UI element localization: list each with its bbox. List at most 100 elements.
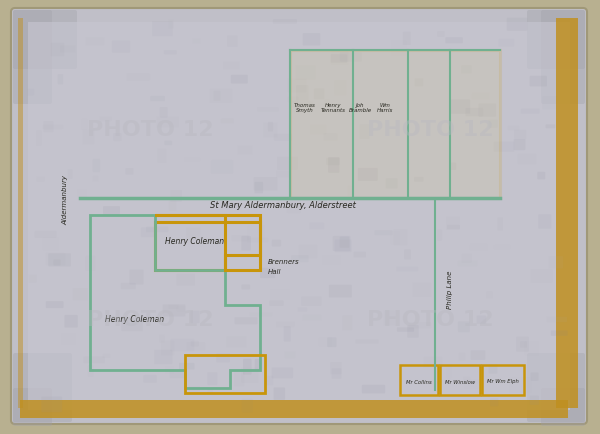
FancyBboxPatch shape [466,108,483,116]
FancyBboxPatch shape [169,304,179,309]
FancyBboxPatch shape [257,107,279,112]
FancyBboxPatch shape [299,245,317,258]
FancyBboxPatch shape [414,177,424,182]
FancyBboxPatch shape [292,101,313,108]
FancyBboxPatch shape [272,368,293,378]
FancyBboxPatch shape [458,353,466,361]
FancyBboxPatch shape [508,126,520,131]
FancyBboxPatch shape [272,240,281,247]
FancyBboxPatch shape [462,253,472,263]
FancyBboxPatch shape [187,342,205,350]
FancyBboxPatch shape [11,8,587,424]
FancyBboxPatch shape [446,217,460,230]
Text: PHOTO 12: PHOTO 12 [86,310,214,330]
Text: Hall: Hall [268,269,281,275]
FancyBboxPatch shape [46,253,65,266]
FancyBboxPatch shape [121,318,143,331]
FancyBboxPatch shape [82,129,95,144]
FancyBboxPatch shape [463,377,470,384]
FancyBboxPatch shape [169,201,176,211]
FancyBboxPatch shape [277,157,298,170]
FancyBboxPatch shape [161,341,174,355]
FancyBboxPatch shape [507,18,527,31]
FancyBboxPatch shape [190,311,200,323]
Text: St Mary Aldermanbury, Alderstreet: St Mary Aldermanbury, Alderstreet [210,201,356,210]
FancyBboxPatch shape [527,353,585,422]
FancyBboxPatch shape [157,149,166,163]
FancyBboxPatch shape [530,76,547,86]
FancyBboxPatch shape [225,204,239,208]
Bar [18,18,23,408]
FancyBboxPatch shape [328,157,340,173]
FancyBboxPatch shape [287,97,298,102]
FancyBboxPatch shape [13,10,77,69]
Text: Thomas
Smyth: Thomas Smyth [294,102,316,113]
FancyBboxPatch shape [284,326,291,342]
FancyBboxPatch shape [208,389,213,394]
FancyBboxPatch shape [409,322,431,329]
FancyBboxPatch shape [241,368,258,383]
FancyBboxPatch shape [179,363,194,369]
FancyBboxPatch shape [146,227,169,232]
FancyBboxPatch shape [214,91,220,101]
Text: Wm
Harris: Wm Harris [377,102,393,113]
FancyBboxPatch shape [231,75,248,84]
FancyBboxPatch shape [415,78,424,86]
FancyBboxPatch shape [437,31,445,37]
FancyBboxPatch shape [186,227,200,240]
FancyBboxPatch shape [238,145,253,155]
FancyBboxPatch shape [458,321,470,332]
Bar [20,400,568,418]
FancyBboxPatch shape [488,364,497,374]
FancyBboxPatch shape [170,371,185,378]
FancyBboxPatch shape [486,291,493,299]
FancyBboxPatch shape [235,317,257,324]
Bar [556,18,578,408]
FancyBboxPatch shape [53,260,61,266]
Text: Philip Lane: Philip Lane [447,271,453,309]
FancyBboxPatch shape [160,107,167,118]
FancyBboxPatch shape [470,350,485,360]
FancyBboxPatch shape [100,116,112,121]
Text: PHOTO 12: PHOTO 12 [367,120,493,140]
FancyBboxPatch shape [449,99,470,114]
FancyBboxPatch shape [386,178,398,188]
FancyBboxPatch shape [254,177,277,191]
FancyBboxPatch shape [407,325,419,338]
FancyBboxPatch shape [342,315,352,330]
FancyBboxPatch shape [143,375,157,383]
FancyBboxPatch shape [103,206,120,214]
FancyBboxPatch shape [263,122,278,138]
FancyBboxPatch shape [92,159,100,172]
Text: Henry Coleman: Henry Coleman [106,316,164,325]
FancyBboxPatch shape [538,214,551,229]
FancyBboxPatch shape [458,260,478,266]
Bar [400,365,438,395]
FancyBboxPatch shape [130,270,143,285]
Text: Aldermanbury: Aldermanbury [62,175,68,225]
Bar [28,22,570,410]
FancyBboxPatch shape [274,388,285,400]
Bar [185,355,265,393]
Text: Mr Wm Elph: Mr Wm Elph [487,379,519,385]
FancyBboxPatch shape [353,252,366,257]
FancyBboxPatch shape [276,171,289,178]
FancyBboxPatch shape [403,32,411,45]
Text: Henry
Tennants: Henry Tennants [320,102,346,113]
FancyBboxPatch shape [340,52,362,62]
FancyBboxPatch shape [331,54,347,62]
FancyBboxPatch shape [83,357,105,363]
FancyBboxPatch shape [332,236,350,251]
FancyBboxPatch shape [545,124,555,128]
FancyBboxPatch shape [159,335,165,343]
FancyBboxPatch shape [48,253,71,266]
Text: Mr Collins: Mr Collins [406,379,432,385]
FancyBboxPatch shape [520,341,527,348]
FancyBboxPatch shape [445,37,463,43]
FancyBboxPatch shape [58,74,63,84]
Text: Brenners: Brenners [268,259,299,265]
FancyBboxPatch shape [221,118,234,123]
FancyBboxPatch shape [284,352,296,358]
FancyBboxPatch shape [541,388,585,426]
FancyBboxPatch shape [551,330,568,336]
